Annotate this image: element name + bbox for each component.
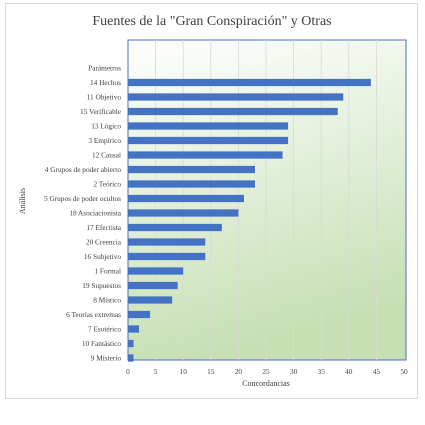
category-label: 16 Subjetivo: [84, 252, 121, 261]
bar: [128, 136, 289, 145]
category-label: 12 Causal: [92, 151, 121, 160]
category-labels: Parámetros 14 Hechos 11 Objetivo 15 Verific…: [44, 64, 122, 363]
x-tick-label: 10: [180, 367, 188, 376]
bar: [128, 252, 206, 261]
bar: [128, 78, 371, 87]
category-label: 8 Místico: [93, 296, 121, 305]
bar: [128, 93, 344, 101]
category-label: 10 Fantástico: [82, 339, 121, 348]
category-label: 18 Asociacionista: [69, 209, 121, 218]
category-label: 17 Efectista: [86, 223, 121, 232]
category-label: 13 Lógico: [91, 122, 121, 131]
x-tick-label: 30: [290, 367, 298, 376]
category-label: 11 Objetivo: [87, 93, 122, 102]
category-label: 9 Misterio: [91, 354, 122, 363]
x-tick-label: 45: [373, 367, 381, 376]
category-label: 19 Supuestos: [82, 281, 121, 290]
x-tick-label: 25: [262, 367, 270, 376]
x-tick-label: 5: [154, 367, 158, 376]
bar: [128, 180, 255, 188]
bar: [128, 122, 289, 130]
bar: [128, 339, 134, 348]
x-tick-label: 40: [345, 367, 353, 376]
bar: [128, 107, 338, 116]
category-label: 6 Teorías extremas: [66, 310, 121, 319]
bar-chart: Fuentes de la "Gran Conspiración" y Otra…: [18, 14, 408, 388]
bar: [128, 238, 206, 246]
bar: [128, 354, 134, 362]
bar: [128, 209, 239, 217]
category-label: 7 Esotérico: [88, 325, 121, 334]
x-tick-labels: 0 5 10 15 20 25 30 35 40 45 50: [126, 367, 408, 376]
category-label: 2 Teórico: [93, 180, 121, 189]
x-tick-label: 50: [400, 367, 408, 376]
bar: [128, 165, 255, 174]
category-label: 15 Verificable: [80, 107, 121, 116]
grid-lines: [155, 40, 377, 360]
bar: [128, 223, 222, 232]
category-label: 3 Empírico: [88, 136, 121, 145]
category-label: 5 Grupos de poder ocultos: [44, 194, 121, 203]
bar: [128, 296, 173, 304]
category-label: 14 Hechos: [90, 78, 121, 87]
bar: [128, 267, 184, 275]
x-tick-label: 15: [207, 367, 215, 376]
category-label: Parámetros: [88, 64, 121, 73]
x-tick-label: 35: [318, 367, 326, 376]
category-label: 20 Creencia: [86, 238, 122, 247]
chart-card: Fuentes de la "Gran Conspiración" y Otra…: [5, 3, 418, 399]
bar: [128, 194, 244, 203]
bars: [128, 78, 371, 362]
x-axis-title: Concordancias: [242, 379, 290, 388]
category-label: 4 Grupos de poder abierto: [45, 165, 122, 174]
bar: [128, 281, 178, 290]
y-axis-title: Análisis: [18, 188, 27, 214]
chart-title: Fuentes de la "Gran Conspiración" y Otra…: [92, 14, 331, 29]
bar: [128, 325, 140, 333]
bar: [128, 151, 283, 159]
x-tick-label: 20: [235, 367, 243, 376]
bar: [128, 310, 151, 319]
category-label: 1 Formal: [94, 267, 121, 276]
x-tick-label: 0: [126, 367, 130, 376]
